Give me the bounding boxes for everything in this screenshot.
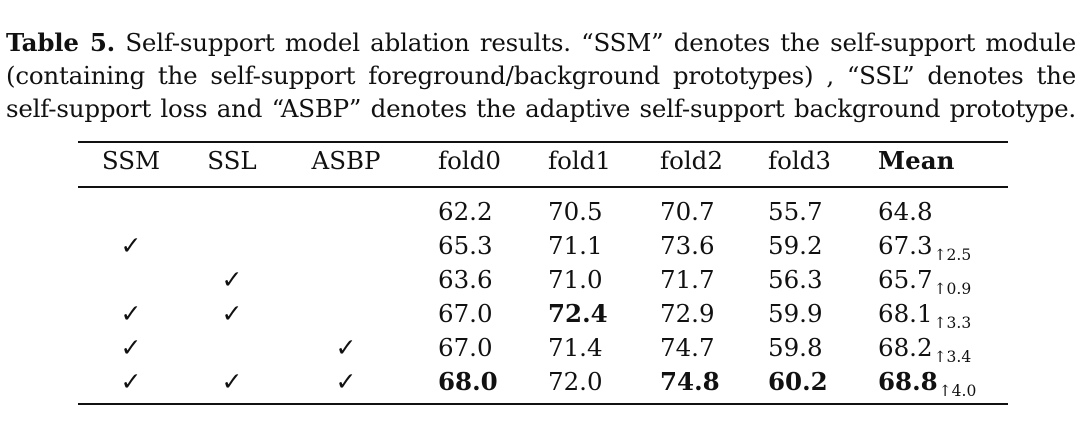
table-bottom-rule — [78, 403, 1008, 405]
header-ssl: SSL — [207, 146, 257, 175]
mean-value: 67.3 — [878, 231, 933, 260]
ssl-check-icon: ✓ — [221, 299, 243, 328]
mean-value: 65.7 — [878, 265, 933, 294]
fold1-value: 72.0 — [548, 367, 603, 396]
mean-value: 68.8 — [878, 367, 938, 396]
mean-delta: ↑3.3 — [933, 314, 972, 332]
asbp-check-icon: ✓ — [335, 333, 357, 362]
mean-cell: 65.7↑0.9 — [878, 265, 971, 298]
fold1-value: 70.5 — [548, 197, 603, 226]
mean-cell: 67.3↑2.5 — [878, 231, 971, 264]
fold0-value: 67.0 — [438, 333, 493, 362]
fold0-value: 65.3 — [438, 231, 493, 260]
fold2-value: 73.6 — [660, 231, 715, 260]
fold3-value: 59.8 — [768, 333, 823, 362]
fold0-value: 67.0 — [438, 299, 493, 328]
table-top-rule — [78, 141, 1008, 143]
mean-delta: ↑0.9 — [933, 280, 972, 298]
fold1-value: 71.0 — [548, 265, 603, 294]
ssm-check-icon: ✓ — [120, 231, 142, 260]
fold3-value: 59.2 — [768, 231, 823, 260]
fold0-value: 62.2 — [438, 197, 493, 226]
caption-line-1: Table 5. Self-support model ablation res… — [6, 26, 1076, 59]
fold3-value: 60.2 — [768, 367, 828, 396]
caption-text-1: Self-support model ablation results. “SS… — [115, 28, 1077, 57]
fold2-value: 70.7 — [660, 197, 715, 226]
fold2-value: 72.9 — [660, 299, 715, 328]
mean-value: 68.1 — [878, 299, 933, 328]
mean-delta: ↑4.0 — [938, 382, 977, 400]
fold2-value: 74.8 — [660, 367, 720, 396]
table-header-rule — [78, 186, 1008, 188]
header-asbp: ASBP — [311, 146, 381, 175]
header-ssm: SSM — [101, 146, 161, 175]
fold1-value: 71.1 — [548, 231, 603, 260]
mean-cell: 68.2↑3.4 — [878, 333, 971, 366]
fold3-value: 55.7 — [768, 197, 823, 226]
mean-cell: 68.1↑3.3 — [878, 299, 971, 332]
fold3-value: 59.9 — [768, 299, 823, 328]
mean-delta: ↑2.5 — [933, 246, 972, 264]
header-fold1: fold1 — [548, 146, 611, 175]
fold3-value: 56.3 — [768, 265, 823, 294]
fold1-value: 71.4 — [548, 333, 603, 362]
ssl-check-icon: ✓ — [221, 265, 243, 294]
header-fold2: fold2 — [660, 146, 723, 175]
caption-line-2: (containing the self-support foreground/… — [6, 61, 1076, 90]
caption-label: Table 5. — [6, 28, 116, 57]
mean-cell: 64.8 — [878, 197, 933, 227]
header-mean: Mean — [878, 146, 955, 175]
fold1-value: 72.4 — [548, 299, 608, 328]
mean-value: 64.8 — [878, 197, 933, 226]
ssl-check-icon: ✓ — [221, 367, 243, 396]
fold2-value: 74.7 — [660, 333, 715, 362]
fold2-value: 71.7 — [660, 265, 715, 294]
ssm-check-icon: ✓ — [120, 333, 142, 362]
fold0-value: 68.0 — [438, 367, 498, 396]
caption-line-3: self-support loss and “ASBP” denotes the… — [6, 94, 1076, 123]
table-caption: Table 5. Self-support model ablation res… — [6, 26, 1076, 125]
mean-cell: 68.8↑4.0 — [878, 367, 976, 400]
ssm-check-icon: ✓ — [120, 367, 142, 396]
header-fold0: fold0 — [438, 146, 501, 175]
asbp-check-icon: ✓ — [335, 367, 357, 396]
ssm-check-icon: ✓ — [120, 299, 142, 328]
fold0-value: 63.6 — [438, 265, 493, 294]
header-fold3: fold3 — [768, 146, 831, 175]
mean-value: 68.2 — [878, 333, 933, 362]
mean-delta: ↑3.4 — [933, 348, 972, 366]
